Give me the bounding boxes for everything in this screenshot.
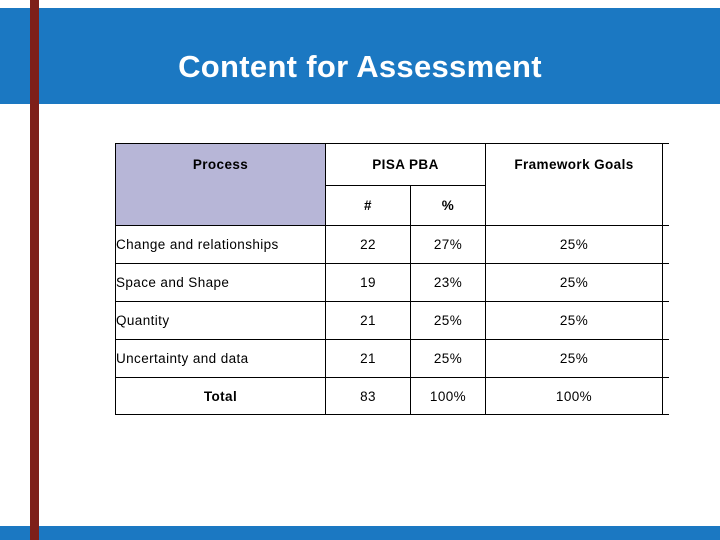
col-header-framework-goals: Framework Goals [485, 143, 663, 226]
table-row: Uncertainty and data 21 25% 25% [115, 339, 669, 378]
count-cell: 21 [325, 301, 411, 340]
table-header-row-1: Process PISA PBA Framework Goals [115, 143, 669, 226]
header-bar: Content for Assessment [0, 8, 720, 104]
total-label-cell: Total [115, 377, 326, 415]
process-cell: Quantity [115, 301, 326, 340]
col-header-process: Process [115, 143, 326, 226]
table-row: Change and relationships 22 27% 25% [115, 225, 669, 264]
framework-goals-cell: 25% [485, 339, 663, 378]
percent-cell: 25% [410, 301, 486, 340]
process-cell: Space and Shape [115, 263, 326, 302]
assessment-table: Process PISA PBA Framework Goals # % Cha… [115, 143, 669, 415]
cropped-cell [662, 339, 669, 378]
framework-goals-cell: 25% [485, 225, 663, 264]
assessment-table-wrap: Process PISA PBA Framework Goals # % Cha… [115, 143, 669, 415]
table-row: Space and Shape 19 23% 25% [115, 263, 669, 302]
total-framework-goals-cell: 100% [485, 377, 663, 415]
cropped-column [662, 143, 669, 226]
framework-goals-cell: 25% [485, 263, 663, 302]
cropped-cell [662, 225, 669, 264]
col-header-pisa-pba: PISA PBA [325, 143, 486, 186]
cropped-cell [662, 301, 669, 340]
col-header-percent: % [410, 185, 486, 226]
table-total-row: Total 83 100% 100% [115, 377, 669, 415]
total-count-cell: 83 [325, 377, 411, 415]
count-cell: 22 [325, 225, 411, 264]
process-cell: Change and relationships [115, 225, 326, 264]
percent-cell: 27% [410, 225, 486, 264]
slide-title: Content for Assessment [178, 49, 542, 84]
table-row: Quantity 21 25% 25% [115, 301, 669, 340]
framework-goals-cell: 25% [485, 301, 663, 340]
accent-stripe [30, 0, 39, 540]
cropped-cell [662, 377, 669, 415]
count-cell: 21 [325, 339, 411, 378]
count-cell: 19 [325, 263, 411, 302]
footer-bar [0, 526, 720, 540]
percent-cell: 23% [410, 263, 486, 302]
total-percent-cell: 100% [410, 377, 486, 415]
percent-cell: 25% [410, 339, 486, 378]
col-header-count: # [325, 185, 411, 226]
process-cell: Uncertainty and data [115, 339, 326, 378]
table-header-row-2: # % [116, 185, 670, 226]
cropped-cell [662, 263, 669, 302]
